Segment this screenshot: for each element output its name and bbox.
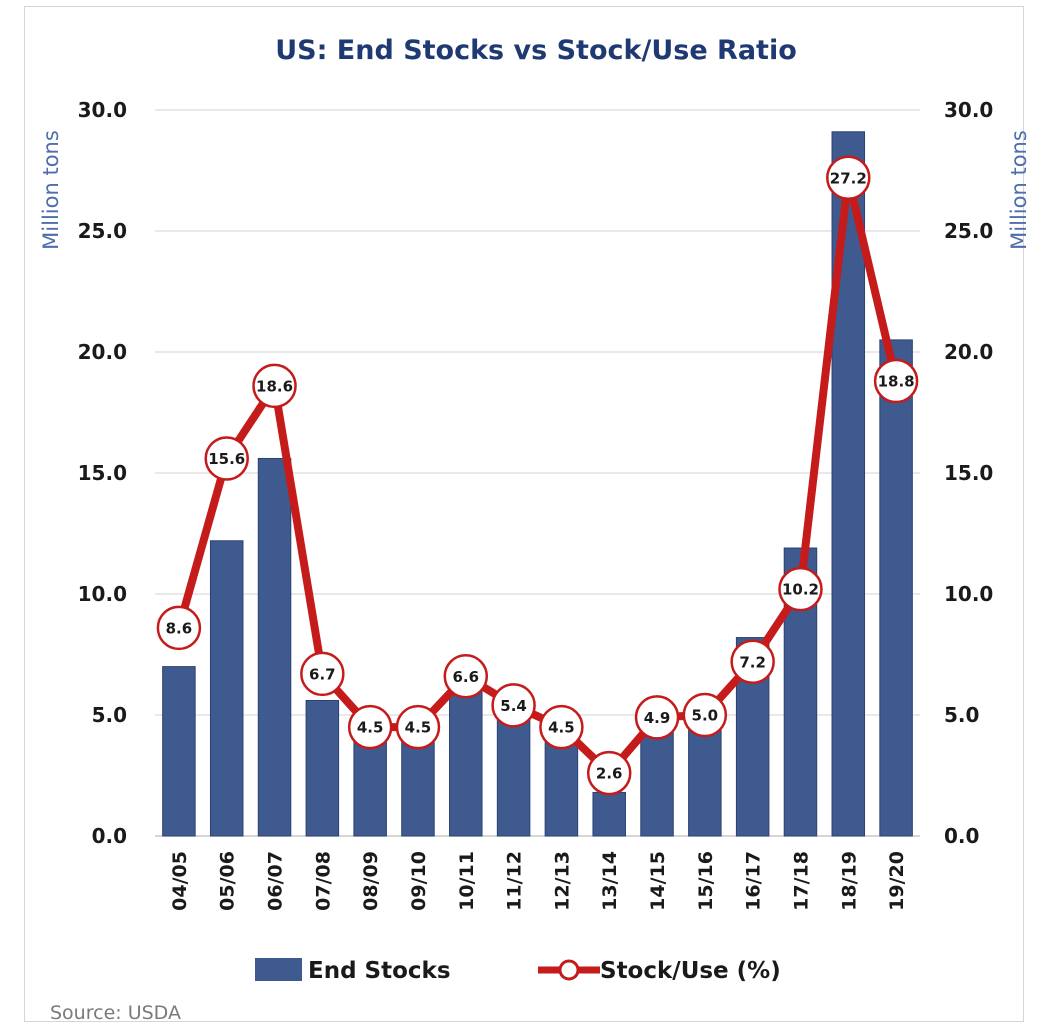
series-line-stock-use	[174, 173, 901, 778]
y-tick-label-left: 25.0	[78, 219, 127, 243]
bars-end-stocks	[162, 131, 913, 837]
legend-label-end-stocks: End Stocks	[308, 958, 451, 984]
data-label-stock-use: 4.9	[644, 709, 671, 727]
legend-swatch-end-stocks	[255, 958, 302, 981]
data-label-stock-use: 2.6	[596, 765, 623, 783]
data-label-stock-use: 6.6	[452, 668, 479, 686]
x-tick-label: 16/17	[743, 851, 765, 911]
marker-stock-use	[347, 704, 393, 750]
x-tick-label: 19/20	[886, 851, 908, 911]
y-tick-label-left: 0.0	[92, 824, 127, 848]
bar-end-stocks	[640, 724, 674, 837]
y-axis-label-left: Million tons	[39, 130, 63, 250]
y-axis-label-right: Million tons	[1007, 130, 1031, 250]
y-tick-label-left: 10.0	[78, 582, 127, 606]
data-label-stock-use: 4.5	[548, 719, 575, 737]
y-tick-label-right: 5.0	[944, 703, 979, 727]
x-tick-label: 04/05	[169, 851, 191, 911]
x-tick-label: 08/09	[360, 851, 382, 911]
marker-stock-use	[873, 358, 919, 404]
marker-stock-use	[204, 436, 249, 481]
legend-swatch-stock-use-marker	[558, 959, 580, 981]
legend: End Stocks Stock/Use (%)	[255, 958, 781, 984]
data-label-stock-use: 5.4	[500, 697, 527, 715]
bar-end-stocks	[449, 690, 483, 837]
bar-end-stocks	[879, 339, 913, 837]
legend-label-stock-use: Stock/Use (%)	[600, 958, 781, 984]
bar-end-stocks	[257, 457, 292, 837]
marker-stock-use	[300, 651, 345, 697]
marker-stock-use	[826, 155, 871, 201]
data-label-stock-use: 8.6	[166, 619, 193, 637]
bar-end-stocks	[209, 540, 244, 837]
x-tick-label: 07/08	[312, 851, 334, 911]
marker-stock-use	[491, 683, 536, 728]
data-label-stock-use: 6.7	[309, 665, 336, 683]
marker-stock-use	[634, 695, 680, 740]
marker-stock-use	[252, 363, 297, 409]
chart-title: US: End Stocks vs Stock/Use Ratio	[275, 35, 797, 66]
y-tick-label-left: 30.0	[78, 98, 127, 122]
marker-stock-use	[682, 692, 728, 738]
marker-stock-use	[730, 639, 775, 685]
y-tick-label-left: 5.0	[92, 703, 127, 727]
x-tick-label: 13/14	[599, 851, 621, 911]
line-stock-use	[174, 173, 901, 778]
source-note: Source: USDA	[50, 1002, 181, 1024]
marker-stock-use	[156, 605, 202, 651]
x-tick-label: 05/06	[217, 851, 239, 911]
x-tick-label: 10/11	[456, 851, 478, 911]
x-tick-labels: 04/05 05/06 06/07 07/08 08/09 09/10 10/11 11/12…	[169, 851, 908, 911]
y-ticks-left: 0.0 5.0 10.0 15.0 20.0 25.0 30.0	[78, 98, 127, 848]
y-tick-label-left: 15.0	[78, 461, 127, 485]
x-tick-label: 15/16	[695, 851, 717, 911]
bar-end-stocks	[688, 721, 722, 837]
bar-end-stocks	[162, 666, 196, 837]
data-label-stock-use: 18.8	[878, 373, 915, 391]
x-tick-label: 09/10	[408, 851, 430, 911]
data-label-stock-use: 4.5	[405, 719, 432, 737]
x-tick-label: 11/12	[504, 851, 526, 911]
data-label-stock-use: 7.2	[739, 653, 766, 671]
y-tick-label-right: 10.0	[944, 582, 993, 606]
marker-stock-use	[586, 750, 632, 796]
data-label-stock-use: 10.2	[782, 581, 819, 599]
marker-stock-use	[443, 654, 489, 699]
y-tick-label-right: 30.0	[944, 98, 993, 122]
x-tick-label: 17/18	[790, 851, 812, 911]
data-label-stock-use: 18.6	[256, 377, 293, 395]
y-tick-label-right: 15.0	[944, 461, 993, 485]
marker-stock-use	[395, 704, 441, 750]
marker-stock-use	[778, 566, 823, 612]
y-tick-label-right: 25.0	[944, 219, 993, 243]
x-tick-label: 18/19	[838, 851, 860, 911]
marker-stock-use	[539, 704, 584, 750]
markers-stock-use: 8.6 15.6 18.6 6.7 4.5 4.5 6.6 5.4 4.5 2.6 4.9 5.0 7.…	[156, 155, 919, 796]
y-ticks-right: 0.0 5.0 10.0 15.0 20.0 25.0 30.0	[944, 98, 993, 848]
bar-end-stocks	[305, 699, 340, 837]
y-tick-label-right: 20.0	[944, 340, 993, 364]
x-tick-label: 06/07	[265, 851, 287, 911]
data-label-stock-use: 15.6	[208, 450, 245, 468]
bar-end-stocks	[496, 714, 531, 837]
data-label-stock-use: 4.5	[357, 719, 384, 737]
y-tick-label-left: 20.0	[78, 340, 127, 364]
data-label-stock-use: 27.2	[830, 169, 867, 187]
x-tick-label: 14/15	[647, 851, 669, 911]
y-tick-label-right: 0.0	[944, 824, 979, 848]
bar-end-stocks	[592, 791, 626, 837]
x-tick-label: 12/13	[551, 851, 573, 911]
data-label-stock-use: 5.0	[692, 707, 719, 725]
